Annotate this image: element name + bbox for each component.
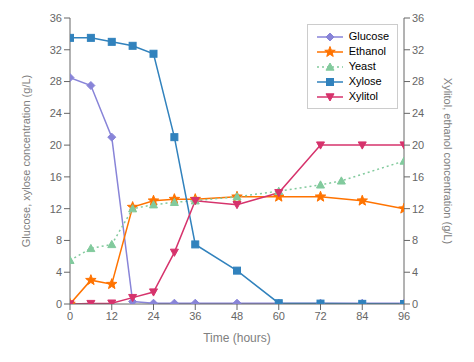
svg-text:4: 4 xyxy=(412,266,418,278)
svg-text:36: 36 xyxy=(189,310,201,322)
svg-text:24: 24 xyxy=(147,310,159,322)
svg-text:32: 32 xyxy=(50,44,62,56)
svg-text:12: 12 xyxy=(106,310,118,322)
svg-text:8: 8 xyxy=(56,234,62,246)
svg-text:12: 12 xyxy=(50,203,62,215)
svg-text:0: 0 xyxy=(56,298,62,310)
svg-text:72: 72 xyxy=(314,310,326,322)
svg-text:48: 48 xyxy=(231,310,243,322)
svg-text:Xylitol, ethanol concentration: Xylitol, ethanol concentration (g/L) xyxy=(442,78,454,244)
svg-text:16: 16 xyxy=(50,171,62,183)
svg-text:36: 36 xyxy=(412,12,424,24)
svg-text:20: 20 xyxy=(412,139,424,151)
svg-text:32: 32 xyxy=(412,44,424,56)
svg-text:8: 8 xyxy=(412,234,418,246)
html-text:Xylitol: Xylitol xyxy=(348,90,378,102)
html-text:Ethanol: Ethanol xyxy=(348,45,386,57)
html-text:Xylose: Xylose xyxy=(348,75,382,87)
svg-text:Glucose, xylose concentration: Glucose, xylose concentration (g/L) xyxy=(20,75,32,247)
html-text:Glucose: Glucose xyxy=(348,30,389,42)
html-text:Yeast: Yeast xyxy=(348,60,376,72)
svg-text:20: 20 xyxy=(50,139,62,151)
svg-text:84: 84 xyxy=(356,310,368,322)
svg-text:36: 36 xyxy=(50,12,62,24)
svg-text:28: 28 xyxy=(412,75,424,87)
svg-text:24: 24 xyxy=(412,107,424,119)
svg-text:Time (hours): Time (hours) xyxy=(203,331,271,345)
svg-text:60: 60 xyxy=(273,310,285,322)
svg-text:0: 0 xyxy=(412,298,418,310)
svg-text:12: 12 xyxy=(412,203,424,215)
svg-text:4: 4 xyxy=(56,266,62,278)
svg-text:0: 0 xyxy=(67,310,73,322)
svg-text:28: 28 xyxy=(50,75,62,87)
svg-text:16: 16 xyxy=(412,171,424,183)
svg-text:96: 96 xyxy=(398,310,410,322)
svg-text:24: 24 xyxy=(50,107,62,119)
